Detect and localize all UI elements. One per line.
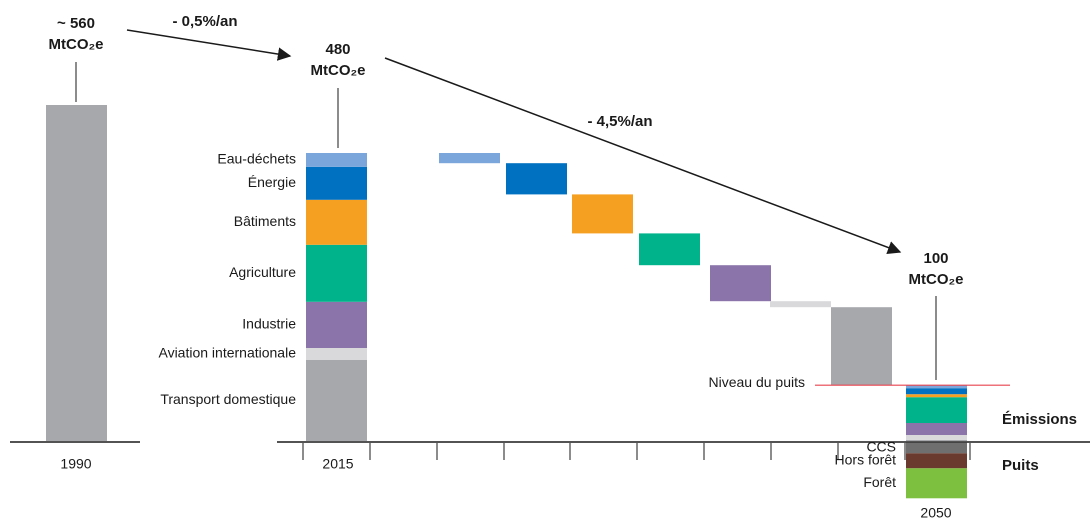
sink-label: Forêt [863,474,896,490]
total-label: 100 [923,250,948,267]
bar [306,153,367,167]
bar [906,442,967,454]
bar [906,468,967,499]
year: 1990 [60,456,91,472]
bar [710,265,771,302]
emissions-label: Émissions [1002,411,1077,428]
sector-label: Eau-déchets [217,151,296,167]
sector-label: Bâtiments [234,213,296,229]
bar [906,394,967,398]
sinks-label: Puits [1002,457,1039,474]
sink-label: Hors forêt [835,452,897,468]
bar [906,385,967,389]
sector-label: Transport domestique [160,391,296,407]
sector-label: Industrie [242,316,296,332]
bar [906,423,967,435]
bar [906,439,967,441]
sector-label: Aviation internationale [158,345,296,361]
arrow [384,57,902,255]
bar [306,348,367,360]
bar [906,435,967,440]
year: 2050 [920,505,951,521]
bar [306,166,367,200]
bar [306,301,367,348]
rate: - 0,5%/an [172,13,237,30]
bar [306,360,367,441]
unit: MtCO₂e [909,271,964,288]
sector-label: Énergie [248,174,296,190]
bar [306,244,367,302]
bar [46,105,107,441]
bar [906,397,967,423]
sink-level-label: Niveau du puits [708,374,805,390]
bar [639,233,700,266]
unit: MtCO₂e [311,62,366,79]
total-label: ~ 560 [57,15,95,32]
bar [906,388,967,395]
bar [439,153,500,164]
bar [506,163,567,195]
bar [306,199,367,245]
bar [831,307,892,386]
sink-label: CCS [866,439,896,455]
bar [572,194,633,234]
unit: MtCO₂e [49,36,104,53]
rate: - 4,5%/an [587,113,652,130]
bar [906,453,967,469]
arrow [126,29,292,61]
year: 2015 [322,456,353,472]
total-label: 480 [325,41,350,58]
bar [770,301,831,308]
sector-label: Agriculture [229,264,296,280]
